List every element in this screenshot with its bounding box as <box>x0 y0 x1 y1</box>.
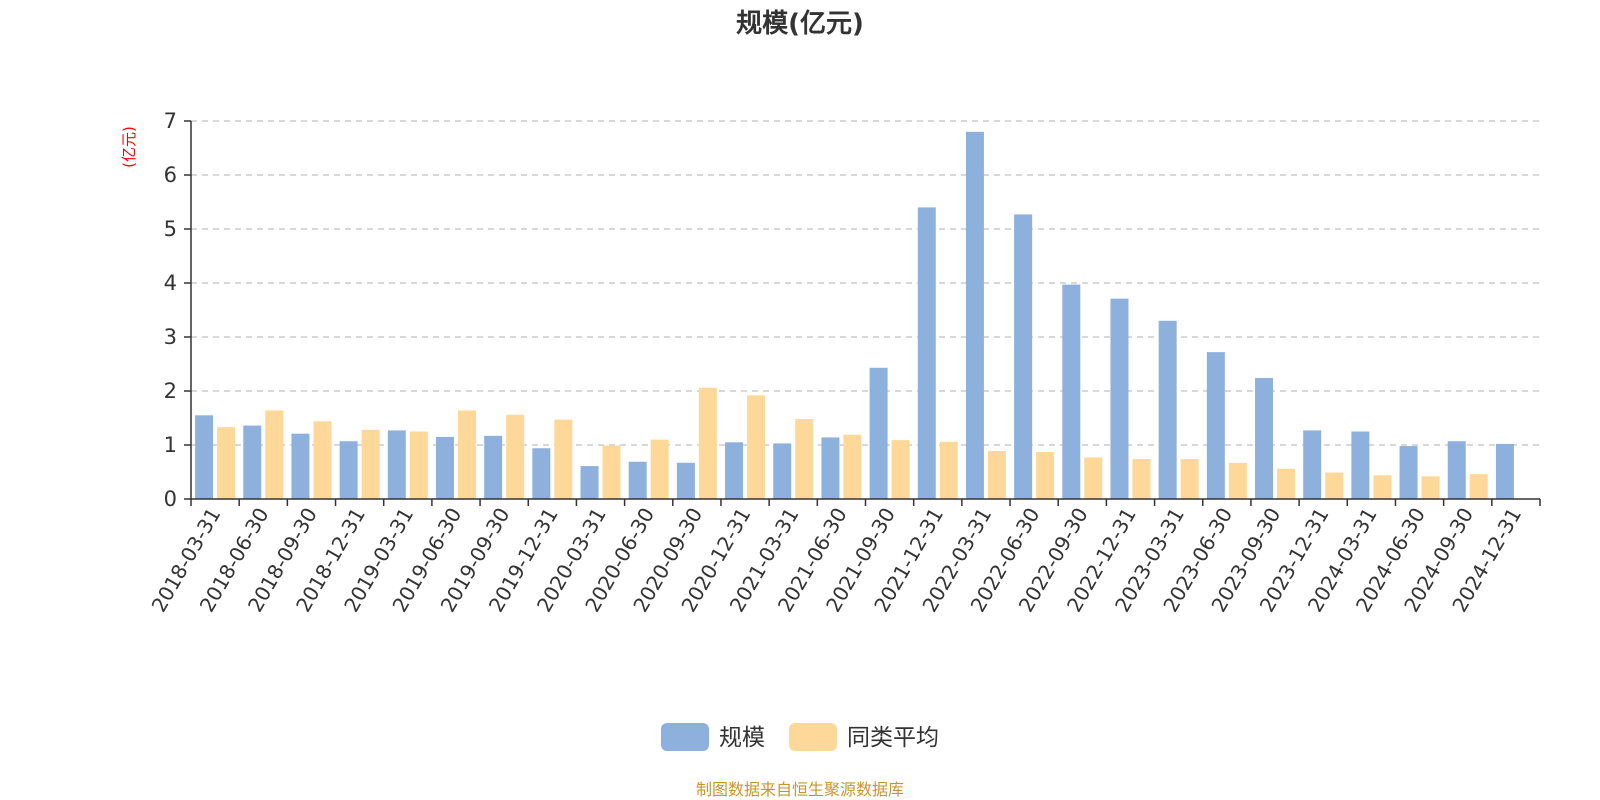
bar-规模-2021-12-31 <box>917 207 936 499</box>
bar-规模-2019-12-31 <box>532 448 551 499</box>
legend-label: 规模 <box>719 725 765 751</box>
bar-规模-2022-06-30 <box>1014 214 1033 500</box>
bar-规模-2024-06-30 <box>1399 446 1418 499</box>
bar-规模-2019-09-30 <box>484 435 503 499</box>
bar-同类平均-2024-09-30 <box>1469 474 1488 499</box>
bar-规模-2024-09-30 <box>1447 441 1466 499</box>
bar-同类平均-2022-12-31 <box>1132 459 1151 499</box>
y-tick-label: 5 <box>164 217 177 241</box>
y-tick-label: 6 <box>164 163 177 187</box>
bar-同类平均-2020-12-31 <box>747 395 766 499</box>
bar-规模-2020-12-31 <box>725 442 744 499</box>
bar-同类平均-2018-06-30 <box>265 410 284 499</box>
y-tick-label: 4 <box>164 271 177 295</box>
bar-同类平均-2022-09-30 <box>1084 457 1103 499</box>
bar-规模-2022-09-30 <box>1062 284 1081 499</box>
legend-swatch <box>789 723 837 751</box>
bar-同类平均-2019-09-30 <box>506 414 525 499</box>
y-axis-ticks: 0 1 2 3 4 5 6 7 <box>164 109 191 511</box>
bar-规模-2019-03-31 <box>387 430 406 499</box>
legend-label: 同类平均 <box>847 725 939 751</box>
source-note: 制图数据来自恒生聚源数据库 <box>696 780 904 799</box>
gridlines <box>191 120 1540 446</box>
bar-同类平均-2023-03-31 <box>1180 459 1199 499</box>
bar-同类平均-2023-06-30 <box>1228 462 1247 499</box>
bar-规模-2018-09-30 <box>291 433 310 499</box>
bar-同类平均-2024-03-31 <box>1373 475 1392 499</box>
bar-同类平均-2018-12-31 <box>361 429 380 499</box>
bar-同类平均-2023-09-30 <box>1277 468 1296 499</box>
y-tick-label: 0 <box>164 487 177 511</box>
bar-规模-2023-09-30 <box>1255 378 1274 499</box>
bar-规模-2021-06-30 <box>821 437 840 499</box>
y-tick-label: 3 <box>164 325 177 349</box>
bar-规模-2020-03-31 <box>580 466 599 499</box>
y-tick-label: 1 <box>164 433 177 457</box>
bar-规模-2023-03-31 <box>1158 320 1177 499</box>
bar-规模-2024-03-31 <box>1351 431 1370 499</box>
bar-规模-2024-12-31 <box>1495 443 1514 499</box>
bar-同类平均-2022-03-31 <box>987 450 1006 499</box>
bar-同类平均-2019-12-31 <box>554 419 573 499</box>
bar-规模-2018-12-31 <box>339 441 358 499</box>
chart-title: 规模(亿元) <box>736 9 864 39</box>
bar-同类平均-2021-09-30 <box>891 440 910 499</box>
bar-同类平均-2022-06-30 <box>1036 452 1055 499</box>
bar-同类平均-2021-06-30 <box>843 434 862 499</box>
bar-同类平均-2020-09-30 <box>698 387 717 499</box>
bar-同类平均-2020-03-31 <box>602 445 621 499</box>
bar-规模-2020-09-30 <box>676 462 695 499</box>
y-axis-unit-label: (亿元) <box>120 126 138 168</box>
bar-规模-2023-06-30 <box>1206 352 1225 499</box>
bar-同类平均-2019-06-30 <box>457 410 476 499</box>
bar-规模-2022-03-31 <box>965 131 984 500</box>
bar-规模-2018-06-30 <box>243 425 262 499</box>
legend: 规模 同类平均 <box>661 723 939 751</box>
bar-规模-2021-09-30 <box>869 367 888 499</box>
y-tick-label: 7 <box>164 109 177 133</box>
bar-规模-2019-06-30 <box>435 436 454 499</box>
bar-规模-2023-12-31 <box>1303 430 1322 499</box>
bar-同类平均-2019-03-31 <box>409 431 428 499</box>
bar-同类平均-2021-03-31 <box>795 419 814 499</box>
x-axis-ticks: 2018-03-312018-06-302018-09-302018-12-31… <box>147 499 1541 616</box>
bar-同类平均-2020-06-30 <box>650 439 669 499</box>
bar-同类平均-2021-12-31 <box>939 441 958 499</box>
bar-规模-2020-06-30 <box>628 461 647 499</box>
bar-规模-2021-03-31 <box>773 443 792 499</box>
bars <box>195 131 1514 500</box>
bar-同类平均-2023-12-31 <box>1325 472 1344 499</box>
bar-规模-2018-03-31 <box>195 415 214 499</box>
bar-同类平均-2018-03-31 <box>217 427 236 499</box>
legend-swatch <box>661 723 709 751</box>
bar-规模-2022-12-31 <box>1110 298 1129 499</box>
y-tick-label: 2 <box>164 379 177 403</box>
bar-同类平均-2018-09-30 <box>313 421 332 499</box>
bar-同类平均-2024-06-30 <box>1421 476 1440 499</box>
